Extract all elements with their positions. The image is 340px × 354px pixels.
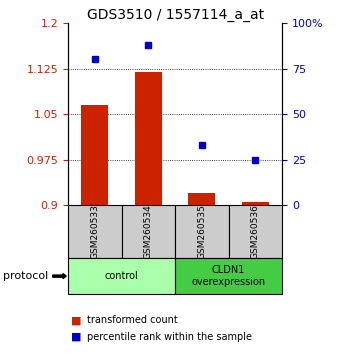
- FancyBboxPatch shape: [121, 205, 175, 258]
- Bar: [188, 193, 215, 205]
- Bar: [81, 105, 108, 205]
- Bar: [135, 72, 162, 205]
- Bar: [242, 202, 269, 205]
- Text: ■: ■: [71, 332, 82, 342]
- Text: GSM260534: GSM260534: [144, 205, 153, 259]
- Text: transformed count: transformed count: [87, 315, 177, 325]
- Text: GSM260536: GSM260536: [251, 204, 260, 259]
- FancyBboxPatch shape: [68, 258, 175, 294]
- Text: protocol: protocol: [3, 271, 49, 281]
- Text: CLDN1
overexpression: CLDN1 overexpression: [191, 265, 266, 287]
- FancyBboxPatch shape: [228, 205, 282, 258]
- Text: control: control: [105, 271, 138, 281]
- Text: GSM260535: GSM260535: [198, 204, 206, 259]
- Title: GDS3510 / 1557114_a_at: GDS3510 / 1557114_a_at: [87, 8, 264, 22]
- FancyBboxPatch shape: [175, 205, 228, 258]
- Text: GSM260533: GSM260533: [90, 204, 99, 259]
- Text: percentile rank within the sample: percentile rank within the sample: [87, 332, 252, 342]
- FancyBboxPatch shape: [68, 205, 121, 258]
- Text: ■: ■: [71, 315, 82, 325]
- FancyBboxPatch shape: [175, 258, 282, 294]
